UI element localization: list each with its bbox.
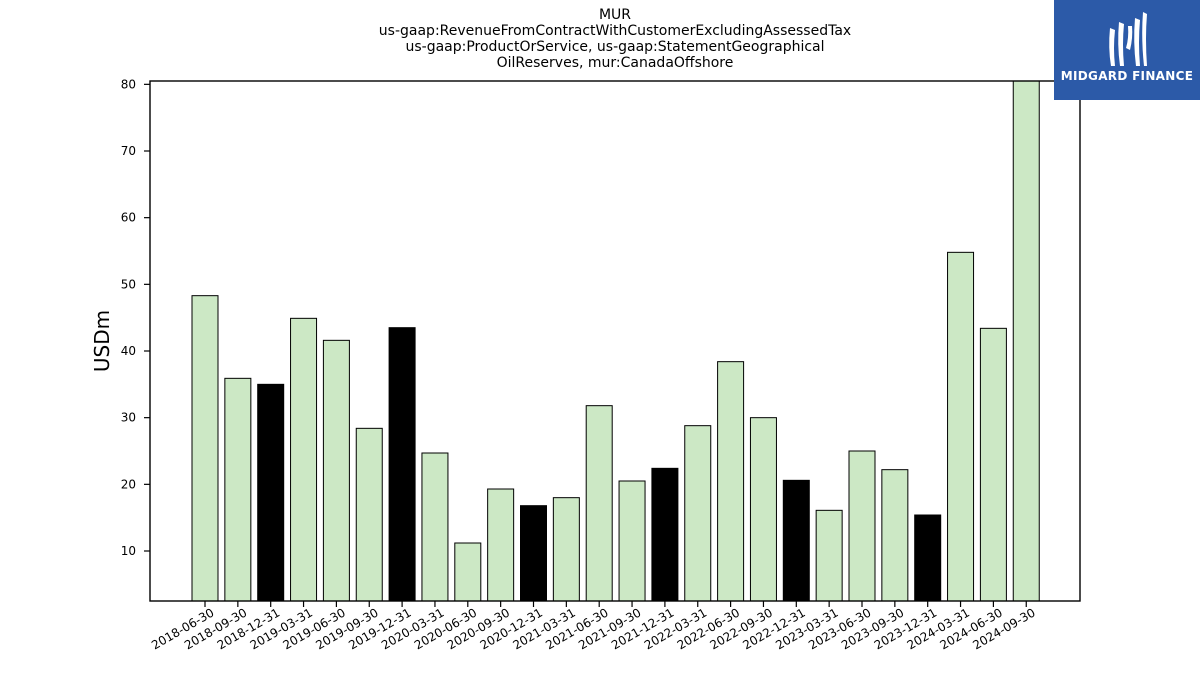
bar-2023-12-31 <box>914 514 942 602</box>
bar-2024-03-31 <box>947 251 975 602</box>
logo-text: MIDGARD FINANCE <box>1060 69 1194 83</box>
bar-2019-09-30 <box>355 427 383 602</box>
bar-2019-03-31 <box>290 317 318 602</box>
bar-2024-06-30 <box>979 327 1007 602</box>
bar-2022-06-30 <box>717 361 745 602</box>
y-axis-label: USDm <box>90 310 114 372</box>
y-tick-label: 80 <box>121 77 136 91</box>
bar-2021-09-30 <box>618 480 646 602</box>
chart-title-line-4: OilReserves, mur:CanadaOffshore <box>496 55 734 71</box>
midgard-finance-logo: MIDGARD FINANCE <box>1054 0 1200 100</box>
y-tick-label: 40 <box>121 344 136 358</box>
plot-frame <box>149 80 1081 602</box>
bar-2021-03-31 <box>552 497 580 602</box>
bar-2022-12-31 <box>782 479 810 602</box>
bar-2018-06-30 <box>191 295 219 602</box>
bar-2021-06-30 <box>585 405 613 602</box>
chart-title: MUR us-gaap:RevenueFromContractWithCusto… <box>150 7 1080 71</box>
bar-2023-09-30 <box>881 469 909 602</box>
y-tick-label: 70 <box>121 144 136 158</box>
bar-2018-09-30 <box>224 377 252 602</box>
bar-2023-06-30 <box>848 450 876 602</box>
y-tick-label: 60 <box>121 211 136 225</box>
bar-2020-09-30 <box>487 488 515 602</box>
bar-2019-12-31 <box>388 327 416 602</box>
bar-2024-09-30 <box>1012 80 1040 602</box>
bar-2019-06-30 <box>322 339 350 602</box>
bar-2018-12-31 <box>257 383 285 602</box>
y-tick-label: 20 <box>121 477 136 491</box>
logo-mark-icon <box>1109 12 1147 66</box>
y-tick-label: 50 <box>121 277 136 291</box>
bar-2020-12-31 <box>520 505 547 602</box>
bar-2022-09-30 <box>749 417 777 602</box>
y-tick-label: 10 <box>121 544 136 558</box>
bar-2021-12-31 <box>651 467 679 602</box>
chart-title-line-2: us-gaap:RevenueFromContractWithCustomerE… <box>378 23 852 39</box>
bar-2022-03-31 <box>684 425 712 602</box>
bar-2020-06-30 <box>454 542 482 602</box>
chart-title-line-1: MUR <box>598 7 632 23</box>
bar-2020-03-31 <box>421 452 449 602</box>
bars-group <box>191 80 1040 602</box>
bar-2023-03-31 <box>815 509 843 602</box>
y-tick-label: 30 <box>121 411 136 425</box>
chart-title-line-3: us-gaap:ProductOrService, us-gaap:Statem… <box>405 39 825 55</box>
